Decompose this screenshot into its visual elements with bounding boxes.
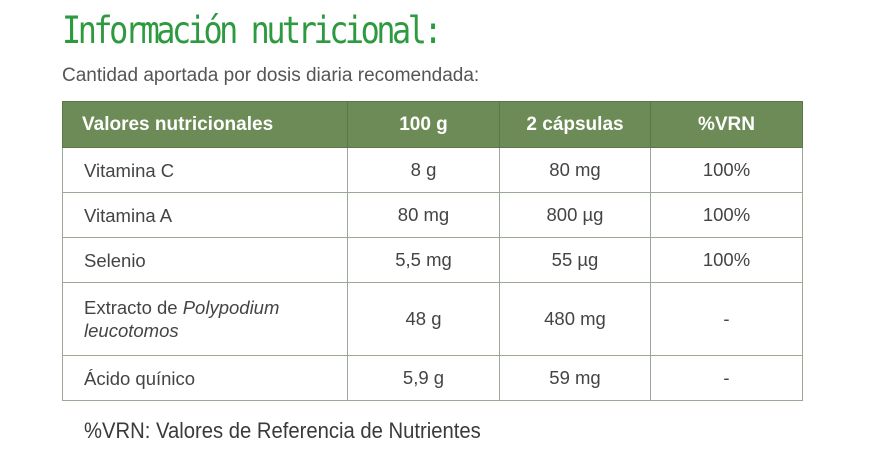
- value-per-100g: 5,9 g: [347, 355, 500, 401]
- header-per-2-capsules: 2 cápsulas: [499, 101, 651, 148]
- nutrient-name-latin: Polypodium leucotomos: [84, 297, 280, 341]
- value-per-100g: 8 g: [347, 147, 500, 193]
- value-per-2-capsules: 59 mg: [499, 355, 651, 401]
- page-title: Información nutricional:: [62, 9, 443, 52]
- nutrient-name: Ácido quínico: [62, 355, 348, 401]
- footnote: %VRN: Valores de Referencia de Nutriente…: [84, 418, 481, 443]
- value-per-100g: 48 g: [347, 282, 500, 356]
- nutrient-name: Extracto de Polypodium leucotomos: [62, 282, 348, 356]
- table-row: Extracto de Polypodium leucotomos 48 g 4…: [62, 282, 803, 356]
- value-per-2-capsules: 800 µg: [499, 192, 651, 238]
- value-vrn: 100%: [650, 147, 803, 193]
- nutrient-name: Selenio: [62, 237, 348, 283]
- header-per-100g: 100 g: [347, 101, 500, 148]
- nutrient-name: Vitamina A: [62, 192, 348, 238]
- table-header-row: Valores nutricionales 100 g 2 cápsulas %…: [62, 101, 803, 148]
- table-row: Ácido quínico 5,9 g 59 mg -: [62, 355, 803, 401]
- value-vrn: -: [650, 282, 803, 356]
- value-per-2-capsules: 480 mg: [499, 282, 651, 356]
- page-subtitle: Cantidad aportada por dosis diaria recom…: [62, 65, 480, 86]
- table-row: Vitamina C 8 g 80 mg 100%: [62, 147, 803, 193]
- table-row: Selenio 5,5 mg 55 µg 100%: [62, 237, 803, 283]
- nutrient-name-prefix: Extracto de: [84, 297, 183, 318]
- nutrient-name: Vitamina C: [62, 147, 348, 193]
- header-vrn: %VRN: [650, 101, 803, 148]
- value-per-100g: 80 mg: [347, 192, 500, 238]
- value-per-2-capsules: 55 µg: [499, 237, 651, 283]
- table-row: Vitamina A 80 mg 800 µg 100%: [62, 192, 803, 238]
- header-nutrient: Valores nutricionales: [62, 101, 348, 148]
- nutrition-table: Valores nutricionales 100 g 2 cápsulas %…: [62, 101, 803, 401]
- value-per-2-capsules: 80 mg: [499, 147, 651, 193]
- value-per-100g: 5,5 mg: [347, 237, 500, 283]
- value-vrn: -: [650, 355, 803, 401]
- value-vrn: 100%: [650, 192, 803, 238]
- value-vrn: 100%: [650, 237, 803, 283]
